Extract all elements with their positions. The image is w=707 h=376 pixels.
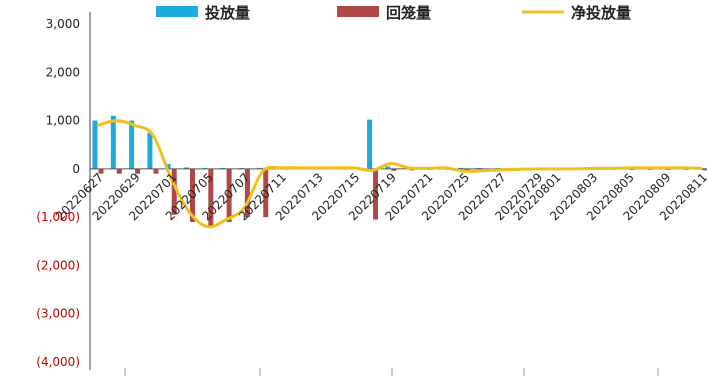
bar-withdrawal [263, 168, 269, 218]
y-tick-label: 0 [72, 162, 80, 176]
y-axis: 3,000 2,000 1,000 0 (1,000) (2,000) (3,000) (4,… [36, 12, 91, 370]
bar-injection [385, 166, 391, 169]
bar-injection [147, 132, 153, 169]
bar-injection [165, 164, 171, 169]
bar-withdrawal [244, 168, 250, 218]
y-tick-label: (1,000) [36, 210, 80, 224]
bar-withdrawal [391, 168, 397, 171]
bar-injection [110, 115, 116, 169]
bar-withdrawal [98, 168, 104, 174]
bar-withdrawal [208, 168, 214, 227]
bar-withdrawal [116, 168, 122, 174]
y-tick-label: 3,000 [46, 17, 80, 31]
y-tick-label: (4,000) [36, 355, 80, 369]
bar-withdrawal [190, 168, 196, 222]
bar-injection [129, 120, 135, 169]
y-tick-label: 1,000 [46, 114, 80, 128]
legend: 投放量 回笼量 净投放量 [156, 4, 631, 22]
bar-withdrawal [153, 168, 159, 174]
legend-swatch [337, 6, 379, 17]
y-tick-label: (3,000) [36, 307, 80, 321]
bar-withdrawal [702, 168, 707, 171]
bar-withdrawal [226, 168, 232, 222]
bar-withdrawal [373, 168, 379, 220]
y-tick-label: 2,000 [46, 65, 80, 79]
legend-label: 净投放量 [571, 4, 631, 22]
bar-injection [367, 119, 373, 169]
bar-withdrawal [135, 168, 141, 174]
plot-area [90, 115, 707, 229]
bar-withdrawal [464, 168, 470, 171]
legend-label: 回笼量 [386, 4, 431, 22]
net-injection-line [97, 119, 703, 229]
legend-swatch [156, 6, 198, 17]
bar-injection [92, 120, 98, 169]
legend-label: 投放量 [205, 4, 250, 22]
bar-withdrawal [171, 168, 177, 215]
x-axis: 2022062720220629202207012022070520220707… [53, 170, 707, 376]
bar-injection [184, 167, 190, 169]
y-tick-label: (2,000) [36, 258, 80, 272]
